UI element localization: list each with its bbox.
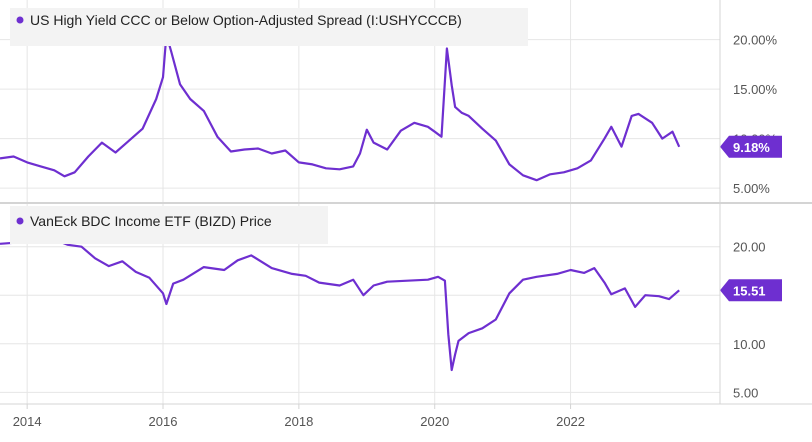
top-chart-last-value-badge: 9.18% [720,135,782,158]
top-chart-panel: 5.00%10.00%15.00%20.00% 9.18% US High Yi… [0,0,782,203]
bottom-chart-legend[interactable]: VanEck BDC Income ETF (BIZD) Price [10,206,328,244]
top-chart-series-line [0,33,681,182]
bottom-chart-badge-shape [720,279,782,302]
bottom-chart-legend-label: VanEck BDC Income ETF (BIZD) Price [30,213,272,229]
bottom-chart-last-value-badge: 15.51 [720,279,782,302]
top-chart-legend-dot-icon [16,16,24,24]
bottom-chart-series-line [0,233,680,372]
top-chart-y-axis: 5.00%10.00%15.00%20.00% [733,33,778,197]
x-axis-tick-label: 2018 [284,414,313,429]
top-chart-y-tick-label: 15.00% [733,82,778,97]
top-chart-gridlines [0,39,720,189]
x-axis: 2014 2016 2018 2020 2022 [13,404,585,429]
x-axis-tick-label: 2020 [420,414,449,429]
bottom-chart-y-tick-label: 5.00 [733,385,758,400]
bottom-chart-last-value-label: 15.51 [733,283,766,298]
x-axis-tick-label: 2014 [13,414,42,429]
top-chart-legend[interactable]: US High Yield CCC or Below Option-Adjust… [10,8,528,46]
bottom-chart-legend-dot-icon [16,217,24,225]
top-chart-badge-shape [720,135,782,158]
top-chart-legend-label: US High Yield CCC or Below Option-Adjust… [30,12,462,28]
bottom-chart-y-tick-label: 10.00 [733,337,766,352]
bottom-chart-legend-background [10,206,328,244]
top-chart-y-tick-label: 20.00% [733,33,778,48]
top-chart-last-value-label: 9.18% [733,140,770,155]
x-axis-tick-label: 2016 [149,414,178,429]
bottom-chart-gridlines [0,246,720,393]
top-chart-y-tick-label: 5.00% [733,181,770,196]
top-chart-legend-background [10,8,528,46]
bottom-chart-y-tick-label: 20.00 [733,240,766,255]
x-axis-tick-label: 2022 [556,414,585,429]
